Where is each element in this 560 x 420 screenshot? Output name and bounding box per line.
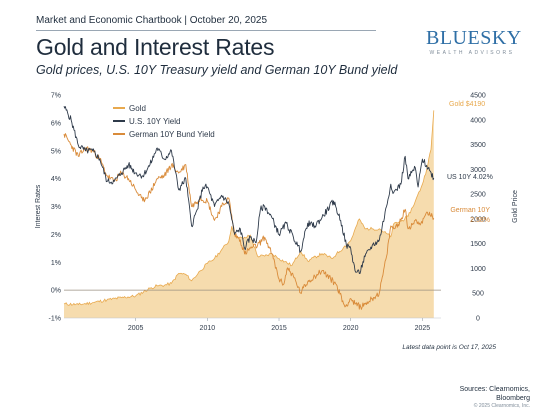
y-right-tick-label: 3500 bbox=[470, 142, 486, 149]
y-right-tick-label: 1000 bbox=[470, 266, 486, 273]
y-left-tick-label: 6% bbox=[51, 120, 61, 127]
sources: Sources: Clearnomics, Bloomberg bbox=[420, 385, 530, 403]
latest-data-note: Latest data point is Oct 17, 2025 bbox=[402, 344, 496, 351]
x-tick-label: 2020 bbox=[343, 325, 359, 332]
y-right-tick-label: 500 bbox=[472, 291, 484, 298]
german-10y-end-label-1: German 10Y bbox=[450, 207, 490, 214]
x-tick-label: 2015 bbox=[271, 325, 287, 332]
gold-end-label: Gold $4190 bbox=[449, 101, 485, 108]
logo-wordmark: BLUESKY bbox=[426, 27, 522, 49]
german-10y-end-label-2: 2.58% bbox=[470, 217, 490, 224]
x-tick-label: 2025 bbox=[415, 325, 431, 332]
y-left-tick-label: 3% bbox=[51, 204, 61, 211]
us-10y-end-label: US 10Y 4.02% bbox=[447, 174, 493, 181]
y-left-tick-label: 1% bbox=[51, 260, 61, 267]
logo-tagline: WEALTH ADVISORS bbox=[429, 50, 515, 56]
y-right-tick-label: 2000 bbox=[470, 216, 486, 223]
sources-line-1: Sources: Clearnomics, bbox=[459, 386, 530, 393]
german-10y-line bbox=[63, 133, 435, 310]
y-right-tick-label: 4000 bbox=[470, 117, 486, 124]
y-left-axis-title: Interest Rates bbox=[35, 184, 42, 228]
y-right-tick-label: 1500 bbox=[470, 241, 486, 248]
gold-line bbox=[63, 110, 435, 306]
legend-us-10y-label: U.S. 10Y Yield bbox=[129, 117, 180, 126]
header-divider bbox=[36, 30, 376, 31]
legend-german-10y-label: German 10Y Bund Yield bbox=[129, 130, 215, 139]
y-left-tick-label: 5% bbox=[51, 148, 61, 155]
legend-gold-label: Gold bbox=[129, 104, 146, 113]
page-subtitle: Gold prices, U.S. 10Y Treasury yield and… bbox=[36, 63, 398, 77]
y-right-tick-label: 0 bbox=[476, 316, 480, 323]
sources-line-2: Bloomberg bbox=[496, 395, 530, 402]
x-tick-label: 2010 bbox=[200, 325, 216, 332]
chartbook-header: Market and Economic Chartbook | October … bbox=[36, 15, 268, 26]
us-10y-line bbox=[63, 106, 435, 274]
copyright: © 2025 Clearnomics, Inc. bbox=[473, 403, 530, 409]
y-left-tick-label: 7% bbox=[51, 93, 61, 100]
y-left-tick-label: 2% bbox=[51, 232, 61, 239]
y-right-tick-label: 4500 bbox=[470, 93, 486, 100]
y-right-tick-label: 2500 bbox=[470, 192, 486, 199]
gold-area bbox=[64, 110, 434, 319]
page-title: Gold and Interest Rates bbox=[36, 34, 275, 60]
y-left-tick-label: 0% bbox=[51, 288, 61, 295]
y-right-axis-title: Gold Price bbox=[512, 190, 519, 223]
y-left-tick-label: -1% bbox=[49, 316, 61, 323]
y-left-tick-label: 4% bbox=[51, 176, 61, 183]
bluesky-logo: BLUESKY WEALTH ADVISORS bbox=[426, 27, 522, 56]
y-right-tick-label: 3000 bbox=[470, 167, 486, 174]
x-tick-label: 2005 bbox=[128, 325, 144, 332]
